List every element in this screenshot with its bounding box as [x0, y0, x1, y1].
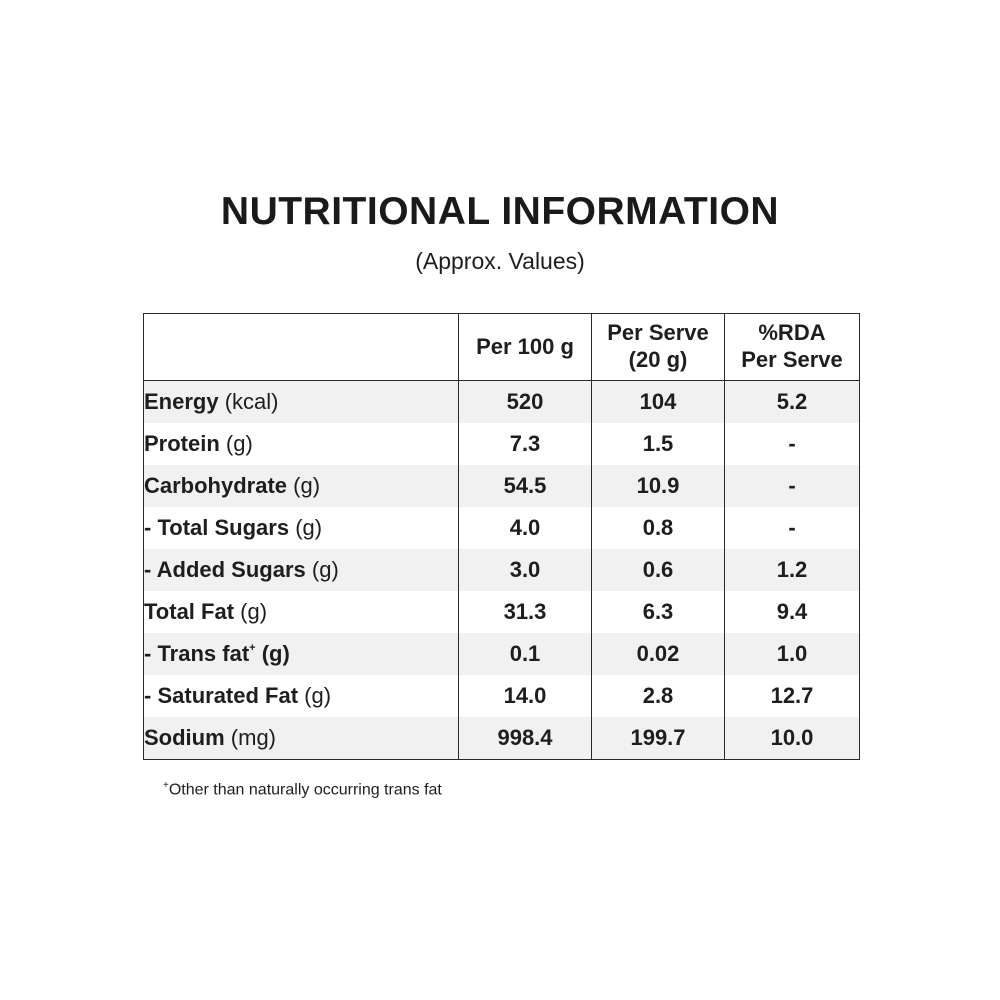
- header-row: Per 100 g Per Serve (20 g) %RDA Per Serve: [143, 313, 860, 381]
- row-label: - Total Sugars (g): [143, 507, 459, 549]
- rda-value: 12.7: [724, 675, 860, 717]
- page-subtitle: (Approx. Values): [415, 248, 585, 274]
- per-100g-value: 54.5: [458, 465, 592, 507]
- rda-value: -: [724, 423, 860, 465]
- per-serve-value: 104: [591, 380, 725, 423]
- per-serve-value: 6.3: [591, 591, 725, 633]
- per-100g-value: 0.1: [458, 633, 592, 675]
- row-label: Protein (g): [143, 423, 459, 465]
- rda-value: 5.2: [724, 380, 860, 423]
- table-row: Total Fat (g) 31.3 6.3 9.4: [143, 591, 860, 633]
- per-serve-value: 0.6: [591, 549, 725, 591]
- table-row: - Total Sugars (g) 4.0 0.8 -: [143, 507, 860, 549]
- page-title: NUTRITIONAL INFORMATION: [220, 190, 780, 233]
- row-label: - Saturated Fat (g): [143, 675, 459, 717]
- header-rda-per-serve: %RDA Per Serve: [724, 313, 860, 381]
- footnote-mark: +: [163, 780, 169, 791]
- footnote: +Other than naturally occurring trans fa…: [163, 780, 442, 799]
- table-row: - Saturated Fat (g) 14.0 2.8 12.7: [143, 675, 860, 717]
- per-100g-value: 14.0: [458, 675, 592, 717]
- rda-value: -: [724, 507, 860, 549]
- per-100g-value: 7.3: [458, 423, 592, 465]
- header-per-100g: Per 100 g: [458, 313, 592, 381]
- table-row: Energy (kcal) 520 104 5.2: [143, 380, 860, 423]
- row-label: - Added Sugars (g): [143, 549, 459, 591]
- row-label: - Trans fat+ (g): [143, 633, 459, 675]
- table-row: Sodium (mg) 998.4 199.7 10.0: [143, 717, 860, 760]
- per-serve-value: 10.9: [591, 465, 725, 507]
- rda-value: 10.0: [724, 717, 860, 760]
- per-100g-value: 520: [458, 380, 592, 423]
- table-row: Protein (g) 7.3 1.5 -: [143, 423, 860, 465]
- footnote-marker: +: [249, 641, 256, 654]
- footnote-text: Other than naturally occurring trans fat: [168, 781, 442, 799]
- header-per-serve: Per Serve (20 g): [591, 313, 725, 381]
- per-100g-value: 31.3: [458, 591, 592, 633]
- rda-value: 1.2: [724, 549, 860, 591]
- table-row: Carbohydrate (g) 54.5 10.9 -: [143, 465, 860, 507]
- row-label: Sodium (mg): [143, 717, 459, 760]
- per-serve-value: 2.8: [591, 675, 725, 717]
- row-label: Energy (kcal): [143, 380, 459, 423]
- row-label: Total Fat (g): [143, 591, 459, 633]
- per-100g-value: 998.4: [458, 717, 592, 760]
- table-row: - Trans fat+ (g) 0.1 0.02 1.0: [143, 633, 860, 675]
- rda-value: 1.0: [724, 633, 860, 675]
- per-serve-value: 199.7: [591, 717, 725, 760]
- per-serve-value: 0.02: [591, 633, 725, 675]
- per-100g-value: 3.0: [458, 549, 592, 591]
- nutrition-table: Per 100 g Per Serve (20 g) %RDA Per Serve …: [143, 313, 860, 760]
- rda-value: -: [724, 465, 860, 507]
- rda-value: 9.4: [724, 591, 860, 633]
- per-serve-value: 1.5: [591, 423, 725, 465]
- per-100g-value: 4.0: [458, 507, 592, 549]
- header-blank-cell: [143, 313, 459, 381]
- table-row: - Added Sugars (g) 3.0 0.6 1.2: [143, 549, 860, 591]
- per-serve-value: 0.8: [591, 507, 725, 549]
- row-label: Carbohydrate (g): [143, 465, 459, 507]
